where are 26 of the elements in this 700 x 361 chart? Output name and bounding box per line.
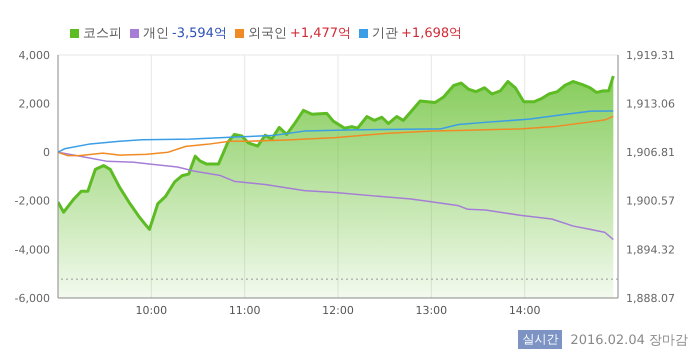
y2-tick-label: 1,919.31 xyxy=(626,48,675,62)
x-tick-label: 13:00 xyxy=(415,304,448,317)
y2-tick-label: 1,894.32 xyxy=(626,243,675,256)
x-tick-label: 10:00 xyxy=(135,304,168,317)
y-tick-label: 4,000 xyxy=(18,48,50,62)
legend-label: 기관 +1,698억 xyxy=(372,25,462,42)
line-series xyxy=(58,110,614,153)
line-series xyxy=(58,151,614,240)
y-tick-label: 0 xyxy=(43,146,50,160)
y-tick-label: -4,000 xyxy=(14,243,50,256)
y2-tick-label: 1,906.81 xyxy=(626,146,675,160)
y2-tick-label: 1,888.07 xyxy=(626,292,675,305)
x-tick-label: 14:00 xyxy=(508,304,541,317)
legend-label: 코스피 xyxy=(83,25,122,42)
legend-label: 외국인 +1,477억 xyxy=(248,25,352,42)
legend-label: 개인 -3,594억 xyxy=(143,25,227,42)
x-tick-label: 12:00 xyxy=(322,304,354,317)
y-tick-label: -2,000 xyxy=(14,194,50,208)
text: 2016.02.04 장마감 xyxy=(570,332,688,348)
line-series xyxy=(58,116,614,156)
x-tick-label: 11:00 xyxy=(228,304,261,317)
text: 실시간 xyxy=(518,330,562,349)
y-tick-label: -6,000 xyxy=(14,292,50,305)
y-tick-label: 2,000 xyxy=(18,98,50,111)
y2-tick-label: 1,913.06 xyxy=(626,98,675,111)
y2-tick-label: 1,900.57 xyxy=(626,194,675,208)
